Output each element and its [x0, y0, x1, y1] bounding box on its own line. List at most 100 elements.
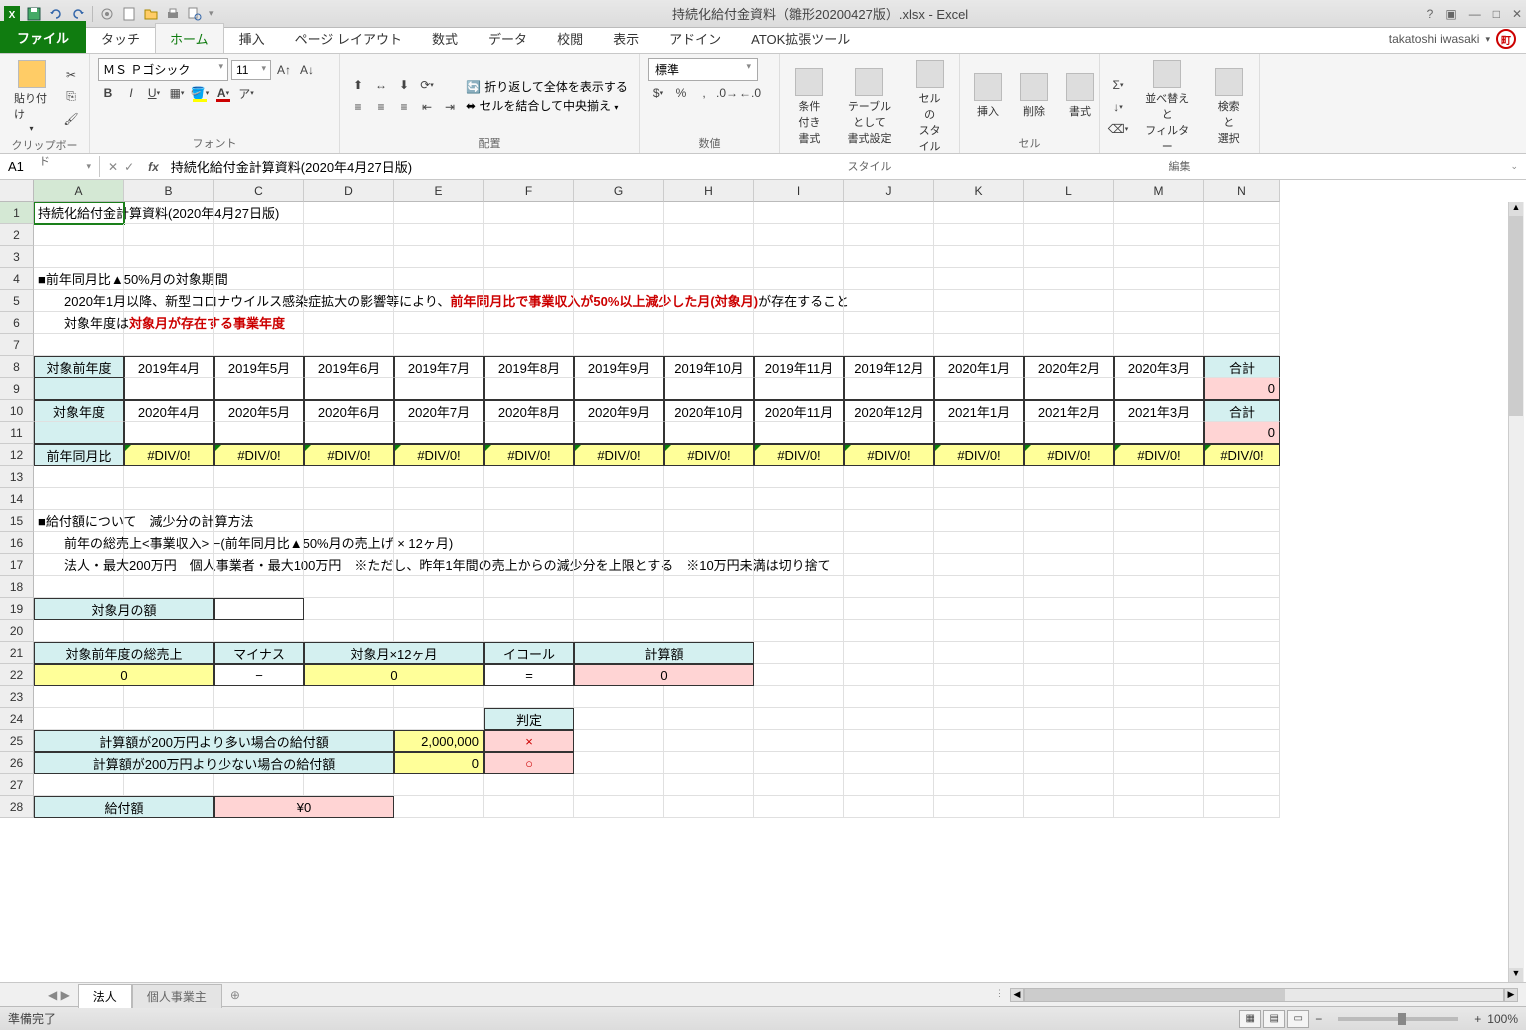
cells[interactable]: 持続化給付金計算資料(2020年4月27日版)■前年同月比▲50%月の対象期間 …: [34, 202, 1280, 818]
cell[interactable]: 2019年9月: [574, 356, 664, 378]
cell[interactable]: [484, 378, 574, 400]
cell[interactable]: [754, 510, 844, 532]
cell[interactable]: 対象年度: [34, 400, 124, 422]
cell[interactable]: [664, 224, 754, 246]
cell[interactable]: [574, 224, 664, 246]
cell[interactable]: [934, 554, 1024, 576]
cell[interactable]: 2020年3月: [1114, 356, 1204, 378]
cell[interactable]: [574, 576, 664, 598]
row-header[interactable]: 21: [0, 642, 34, 664]
cell[interactable]: #DIV/0!: [574, 444, 664, 466]
cell[interactable]: #DIV/0!: [124, 444, 214, 466]
cell[interactable]: [1114, 774, 1204, 796]
maximize-icon[interactable]: □: [1493, 7, 1500, 21]
cell[interactable]: 2020年5月: [214, 400, 304, 422]
cell[interactable]: [1024, 224, 1114, 246]
scroll-up-icon[interactable]: ▲: [1509, 202, 1523, 216]
cell[interactable]: [844, 224, 934, 246]
cell[interactable]: [214, 620, 304, 642]
cell[interactable]: [214, 686, 304, 708]
cell[interactable]: #DIV/0!: [304, 444, 394, 466]
cell[interactable]: [214, 598, 304, 620]
cell[interactable]: [304, 334, 394, 356]
cell[interactable]: [1204, 268, 1280, 290]
cell[interactable]: [484, 576, 574, 598]
cell[interactable]: [574, 598, 664, 620]
enter-formula-icon[interactable]: ✓: [124, 160, 134, 174]
cell[interactable]: [1204, 774, 1280, 796]
bold-button[interactable]: B: [98, 83, 118, 103]
cell[interactable]: [1114, 378, 1204, 400]
cell[interactable]: 2020年9月: [574, 400, 664, 422]
cell[interactable]: [124, 422, 214, 444]
cell[interactable]: [844, 686, 934, 708]
cell[interactable]: [574, 290, 664, 312]
cell[interactable]: [1204, 334, 1280, 356]
cell[interactable]: [484, 290, 574, 312]
row-header[interactable]: 3: [0, 246, 34, 268]
cell[interactable]: [304, 686, 394, 708]
cell[interactable]: [934, 312, 1024, 334]
cell[interactable]: [1204, 576, 1280, 598]
cell[interactable]: [754, 774, 844, 796]
cell[interactable]: [664, 686, 754, 708]
cell[interactable]: 2020年7月: [394, 400, 484, 422]
cell[interactable]: [214, 576, 304, 598]
cell[interactable]: [664, 620, 754, 642]
cell[interactable]: 2019年12月: [844, 356, 934, 378]
cell[interactable]: 対象前年度の総売上: [34, 642, 214, 664]
cell[interactable]: [1114, 246, 1204, 268]
cell[interactable]: [574, 422, 664, 444]
cell[interactable]: [1114, 598, 1204, 620]
zoom-slider[interactable]: [1338, 1017, 1458, 1021]
cell[interactable]: #DIV/0!: [664, 444, 754, 466]
cell[interactable]: [664, 752, 754, 774]
cell[interactable]: [754, 554, 844, 576]
cell[interactable]: [574, 466, 664, 488]
cell[interactable]: [1204, 466, 1280, 488]
minimize-icon[interactable]: —: [1469, 7, 1481, 21]
cell[interactable]: [484, 620, 574, 642]
cell[interactable]: [34, 620, 124, 642]
cell[interactable]: [754, 202, 844, 224]
autosum-icon[interactable]: Σ▾: [1108, 75, 1128, 95]
cell[interactable]: [754, 708, 844, 730]
cell[interactable]: [574, 532, 664, 554]
comma-format-icon[interactable]: ,: [694, 83, 714, 103]
cell[interactable]: 計算額が200万円より多い場合の給付額: [34, 730, 394, 752]
cell[interactable]: [1024, 334, 1114, 356]
cell[interactable]: [664, 510, 754, 532]
cell[interactable]: 2020年1月: [934, 356, 1024, 378]
cell[interactable]: [934, 378, 1024, 400]
number-format-select[interactable]: 標準▾: [648, 58, 758, 81]
cell[interactable]: [304, 466, 394, 488]
row-header[interactable]: 17: [0, 554, 34, 576]
row-header[interactable]: 7: [0, 334, 34, 356]
cell[interactable]: 2020年6月: [304, 400, 394, 422]
cell[interactable]: [1114, 620, 1204, 642]
cell[interactable]: [124, 620, 214, 642]
cell[interactable]: [844, 620, 934, 642]
cell[interactable]: [1024, 290, 1114, 312]
print-preview-icon[interactable]: [187, 6, 203, 22]
cell[interactable]: [1204, 642, 1280, 664]
cell[interactable]: [124, 510, 214, 532]
cell[interactable]: [394, 576, 484, 598]
cell[interactable]: [1114, 224, 1204, 246]
scroll-right-icon[interactable]: ▶: [1504, 988, 1518, 1002]
cell[interactable]: [484, 312, 574, 334]
cell[interactable]: [574, 774, 664, 796]
row-header[interactable]: 14: [0, 488, 34, 510]
cell[interactable]: [934, 752, 1024, 774]
cell[interactable]: [1204, 488, 1280, 510]
cell[interactable]: [574, 730, 664, 752]
cell[interactable]: 0: [1204, 422, 1280, 444]
cell[interactable]: 2019年5月: [214, 356, 304, 378]
fx-icon[interactable]: fx: [142, 160, 165, 174]
cell[interactable]: #DIV/0!: [484, 444, 574, 466]
cell[interactable]: [124, 378, 214, 400]
cell[interactable]: [664, 312, 754, 334]
column-header[interactable]: D: [304, 180, 394, 202]
cell[interactable]: [394, 268, 484, 290]
cell[interactable]: [1024, 642, 1114, 664]
